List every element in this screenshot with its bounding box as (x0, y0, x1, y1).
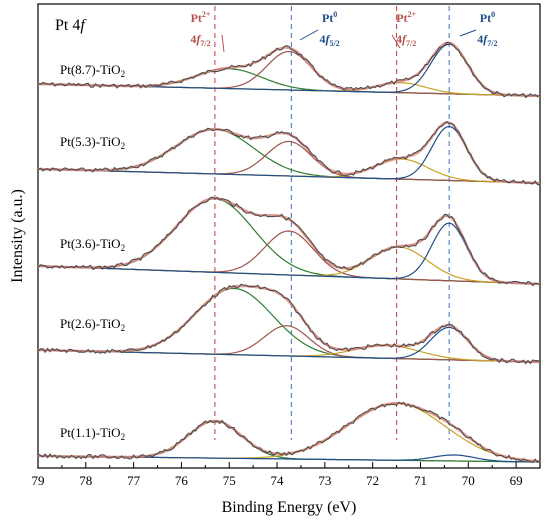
component-peak-pt0_72 (37, 222, 541, 285)
envelope-fit (37, 41, 541, 98)
component-peak-pt2_72 (37, 344, 541, 363)
spectra (37, 41, 541, 464)
x-tick-label-70: 70 (462, 473, 475, 488)
sample-label-3: Pt(2.6)-TiO2 (60, 316, 125, 333)
x-tick-label-76: 76 (175, 473, 189, 488)
raw-spectrum (37, 401, 541, 464)
x-tick-label-74: 74 (271, 473, 285, 488)
x-tick-label-77: 77 (127, 473, 141, 488)
spectrum-group-3 (37, 283, 541, 365)
peak-label-3: Pt0 (480, 10, 495, 25)
peak-label-0: Pt2+ (191, 10, 211, 25)
x-tick-label-73: 73 (318, 473, 331, 488)
x-tick-label-71: 71 (414, 473, 427, 488)
peak-arrow-1 (299, 29, 319, 41)
x-tick-label-78: 78 (79, 473, 92, 488)
peak-label-orbital-3: 4f7/2 (477, 32, 497, 48)
plot-frame (37, 3, 541, 469)
reference-lines (214, 6, 450, 440)
sample-label-4: Pt(1.1)-TiO2 (60, 425, 125, 442)
x-tick-label-79: 79 (32, 473, 45, 488)
peak-label-orbital-0: 4f7/2 (190, 32, 210, 48)
sample-label-2: Pt(3.6)-TiO2 (60, 236, 125, 253)
spectrum-group-2 (37, 196, 541, 287)
raw-spectrum (37, 283, 541, 365)
peak-label-orbital-1: 4f5/2 (320, 32, 340, 48)
raw-spectrum (37, 196, 541, 287)
sample-label-1: Pt(5.3)-TiO2 (60, 134, 125, 151)
peak-arrow-3 (459, 29, 477, 37)
peak-label-orbital-2: 4f7/2 (396, 32, 416, 48)
x-axis-label: Binding Energy (eV) (222, 499, 357, 516)
peak-label-2: Pt2+ (396, 10, 416, 25)
component-peak-pt0_72 (37, 125, 541, 184)
sample-label-0: Pt(8.7)-TiO2 (60, 62, 125, 79)
envelope-fit (37, 121, 541, 185)
y-axis-label: Intensity (a.u.) (9, 189, 26, 283)
x-tick-label-72: 72 (366, 473, 379, 488)
peak-arrow-2 (391, 34, 401, 49)
raw-spectrum (37, 120, 541, 186)
axes: 79 78 77 76 75 74 73 72 71 70 69 Binding Energy (eV… (9, 189, 523, 516)
spectrum-group-1 (37, 120, 541, 186)
raw-spectrum (37, 41, 541, 99)
chart-title: Pt 4f (55, 17, 87, 34)
x-tick-label-69: 69 (510, 473, 523, 488)
peak-arrow-0 (221, 34, 225, 53)
x-tick-label-75: 75 (223, 473, 236, 488)
spectrum-group-0 (37, 41, 541, 99)
peak-label-1: Pt0 (322, 10, 337, 25)
envelope-fit (37, 284, 541, 364)
spectrum-group-4 (37, 401, 541, 464)
annotations: Pt(8.7)-TiO2 Pt(5.3)-TiO2 Pt(3.6)-TiO2 Pt(2… (55, 10, 498, 442)
